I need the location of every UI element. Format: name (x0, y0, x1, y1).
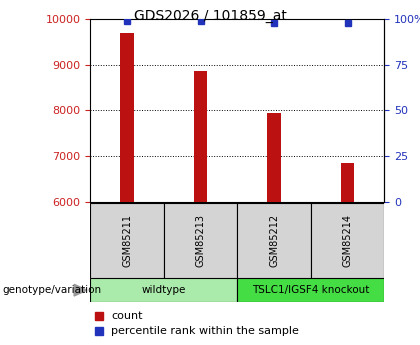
Bar (90, 278, 237, 302)
Text: GSM85213: GSM85213 (196, 214, 205, 267)
Bar (237, 278, 384, 302)
Text: GSM85212: GSM85212 (269, 214, 279, 267)
Text: GSM85211: GSM85211 (122, 214, 132, 267)
Text: count: count (111, 311, 142, 321)
Bar (268, 113, 281, 202)
Bar (164, 203, 237, 278)
Bar (90, 203, 164, 278)
Text: TSLC1/IGSF4 knockout: TSLC1/IGSF4 knockout (252, 285, 370, 295)
Bar (194, 71, 207, 202)
Text: GDS2026 / 101859_at: GDS2026 / 101859_at (134, 9, 286, 23)
Text: percentile rank within the sample: percentile rank within the sample (111, 326, 299, 336)
Bar (341, 162, 354, 202)
Bar (237, 203, 311, 278)
Text: GSM85214: GSM85214 (343, 214, 352, 267)
Polygon shape (74, 284, 87, 296)
Text: genotype/variation: genotype/variation (2, 285, 101, 295)
Bar (311, 203, 384, 278)
Text: wildtype: wildtype (142, 285, 186, 295)
Bar (121, 33, 134, 202)
